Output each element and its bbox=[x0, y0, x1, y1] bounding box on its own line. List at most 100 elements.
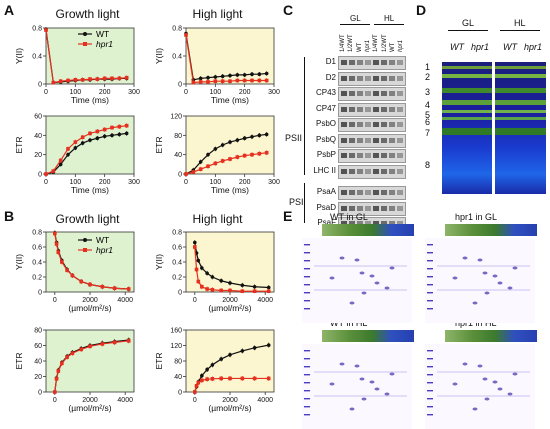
panel-label-c: C bbox=[283, 2, 294, 18]
data-point-hpr1 bbox=[66, 147, 70, 151]
data-point-hpr1 bbox=[73, 78, 78, 82]
chart-a-yii-hl: 0 0.4 0.8 0 100 200 300 Time (ms) Y(II) bbox=[148, 24, 280, 106]
protein-spot bbox=[492, 274, 498, 278]
x-tick-label: 2000 bbox=[222, 297, 238, 304]
protein-spot bbox=[361, 397, 367, 401]
gel2d-title-wt-hl: WT in HL bbox=[330, 318, 368, 328]
x-tick-label: 0 bbox=[184, 89, 188, 96]
y-tick-label: 0.6 bbox=[32, 245, 42, 252]
data-point-wt bbox=[117, 132, 122, 137]
bn-gel-image bbox=[440, 62, 546, 194]
y-axis-label: Y(II) bbox=[14, 254, 24, 270]
blot-lane-label: hpr1 bbox=[364, 39, 371, 52]
data-point-hpr1 bbox=[242, 78, 247, 83]
blot-label-lhc-ii: LHC II bbox=[313, 165, 336, 175]
data-point-hpr1 bbox=[51, 169, 56, 173]
chart-a-yii-gl: 0 0.4 0.8 0 100 200 300 Time (ms) Y(II) WT hpr1 bbox=[8, 24, 140, 106]
data-point-hpr1 bbox=[60, 260, 64, 264]
data-point-hpr1 bbox=[194, 267, 199, 272]
data-point-hpr1 bbox=[110, 125, 114, 130]
protein-spot bbox=[497, 387, 503, 391]
data-point-wt bbox=[205, 367, 209, 372]
protein-spot bbox=[354, 364, 360, 368]
legend-label-hpr1: hpr1 bbox=[96, 39, 113, 49]
x-tick-label: 4000 bbox=[117, 297, 133, 304]
legend-label-wt: WT bbox=[96, 235, 109, 245]
data-point-wt bbox=[228, 281, 232, 285]
gel2d-strip-hpr1-hl bbox=[445, 330, 537, 342]
x-tick-label: 300 bbox=[128, 179, 140, 186]
plot-area bbox=[45, 329, 135, 393]
blot-lane-label: 1/2WT bbox=[348, 34, 355, 52]
protein-spot bbox=[507, 392, 513, 396]
data-point-hpr1 bbox=[54, 242, 59, 246]
data-point-hpr1 bbox=[198, 80, 203, 84]
protein-spot bbox=[374, 387, 380, 391]
marker-band bbox=[304, 366, 310, 368]
data-point-wt bbox=[205, 271, 209, 276]
data-point-hpr1 bbox=[51, 80, 56, 85]
data-point-hpr1 bbox=[200, 378, 204, 383]
data-point-wt bbox=[80, 141, 85, 145]
protein-spot bbox=[389, 372, 395, 376]
marker-band bbox=[427, 398, 433, 400]
data-point-hpr1 bbox=[184, 172, 188, 176]
data-point-hpr1 bbox=[240, 376, 245, 381]
marker-band bbox=[304, 308, 310, 310]
chart-b-yii-hl: 0 0.2 0.4 0.6 0.8 0 2000 4000 (µmol/m²/s) Y(II) bbox=[148, 228, 280, 313]
blot-lane-label: 1/4WT bbox=[373, 34, 380, 52]
y-axis-label: ETR bbox=[14, 353, 24, 370]
marker-band bbox=[427, 300, 433, 302]
gel-lane-4: hpr1 bbox=[524, 42, 543, 52]
protein-spot bbox=[389, 266, 395, 270]
data-point-wt bbox=[219, 278, 223, 283]
x-tick-label: 0 bbox=[184, 179, 188, 186]
data-point-wt bbox=[206, 75, 210, 80]
data-point-hpr1 bbox=[126, 339, 131, 343]
data-point-hpr1 bbox=[191, 80, 196, 85]
x-tick-label: 200 bbox=[99, 89, 111, 96]
blot-label-psaa: PsaA bbox=[316, 187, 336, 196]
marker-band bbox=[427, 260, 433, 262]
data-point-hpr1 bbox=[193, 390, 197, 394]
data-point-hpr1 bbox=[235, 78, 240, 83]
gel-lane-3: WT bbox=[503, 42, 517, 52]
protein-spot bbox=[497, 281, 503, 285]
data-point-wt bbox=[257, 72, 262, 76]
x-axis-label: Time (ms) bbox=[71, 185, 109, 195]
blot-lane-label: hpr1 bbox=[398, 39, 405, 52]
protein-spot bbox=[339, 256, 345, 260]
x-tick-label: 0 bbox=[53, 297, 57, 304]
data-point-hpr1 bbox=[80, 135, 85, 140]
protein-spot bbox=[482, 377, 488, 381]
data-point-wt bbox=[252, 346, 257, 350]
y-tick-label: 0.8 bbox=[32, 230, 42, 237]
data-point-hpr1 bbox=[200, 284, 204, 289]
data-point-hpr1 bbox=[228, 79, 232, 83]
data-point-hpr1 bbox=[213, 161, 218, 166]
marker-band bbox=[304, 276, 310, 278]
data-point-wt bbox=[124, 131, 129, 136]
marker-band bbox=[304, 390, 310, 392]
data-point-wt bbox=[58, 162, 63, 167]
protein-spot bbox=[374, 281, 380, 285]
x-tick-label: 200 bbox=[99, 179, 111, 186]
gel2d-title-hpr1-hl: hpr1 in HL bbox=[455, 318, 497, 328]
data-point-wt bbox=[88, 138, 92, 142]
data-point-wt bbox=[220, 143, 225, 147]
legend-marker-hpr1 bbox=[83, 42, 87, 46]
data-point-wt bbox=[110, 133, 114, 138]
protein-spot bbox=[512, 266, 518, 270]
data-point-hpr1 bbox=[58, 79, 63, 83]
gel2d-hpr1-hl bbox=[425, 344, 535, 429]
blot-row bbox=[338, 102, 406, 117]
marker-band bbox=[427, 374, 433, 376]
data-point-hpr1 bbox=[205, 377, 209, 382]
chart-b-etr-hl: 0 40 80 120 160 0 2000 4000 (µmol/m²/s) ETR bbox=[148, 326, 280, 413]
gel-lane-2: hpr1 bbox=[471, 42, 490, 52]
marker-band bbox=[427, 308, 433, 310]
gel-lane-1: WT bbox=[450, 42, 464, 52]
gel2d-strip-wt-gl bbox=[322, 224, 414, 236]
y-tick-label: 0.2 bbox=[172, 275, 182, 282]
marker-band bbox=[304, 252, 310, 254]
